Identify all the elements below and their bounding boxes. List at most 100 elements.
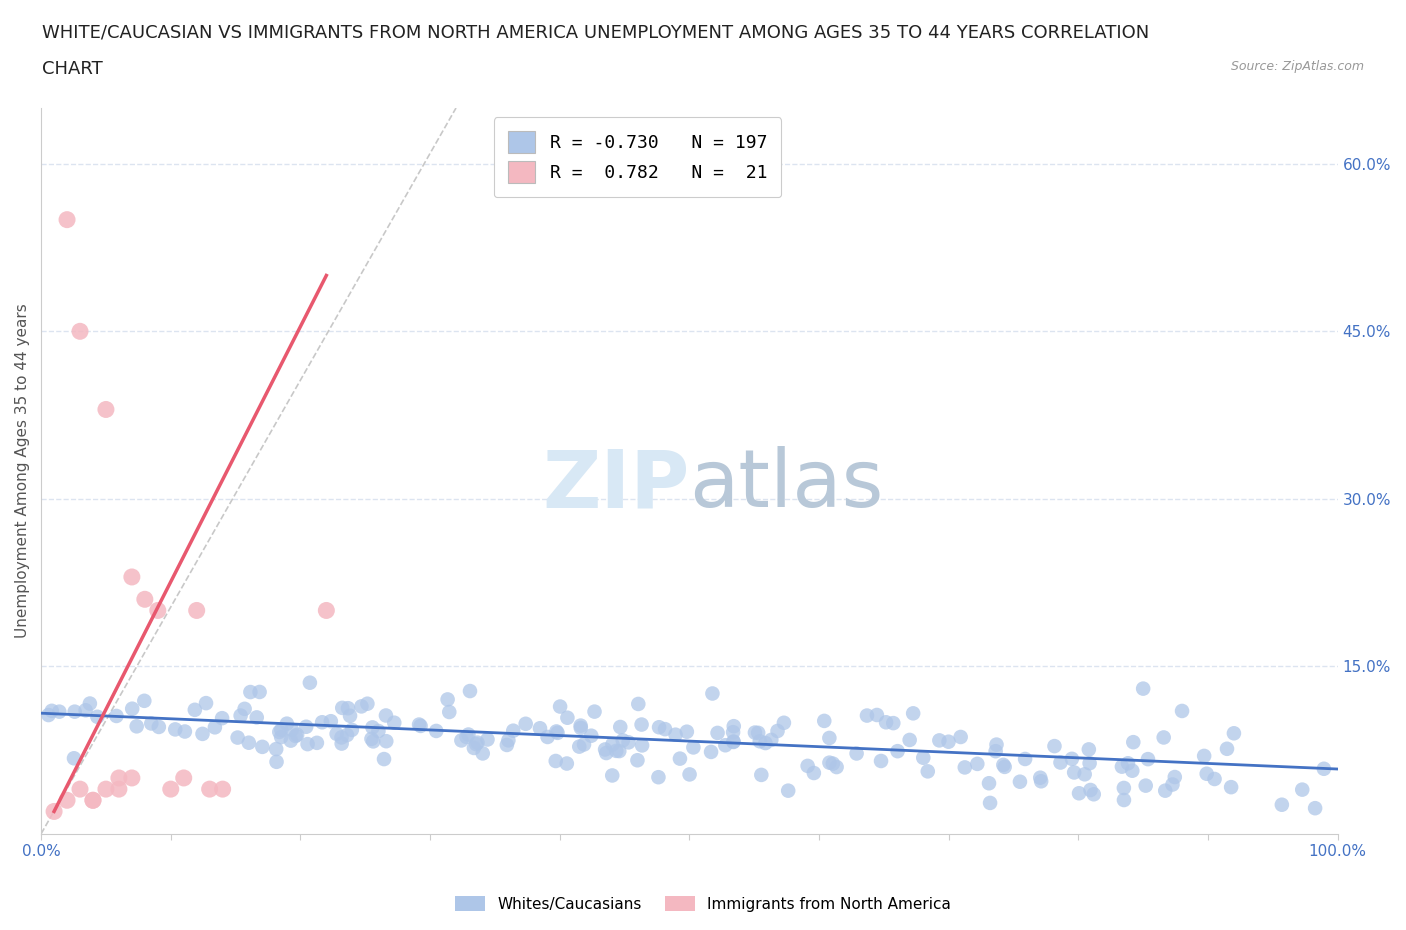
Point [1111,759,1133,774]
Point [818,755,841,770]
Point [337,701,360,716]
Point [700,745,723,760]
Point [631,738,654,753]
Point [502,724,524,738]
Point [866,708,889,723]
Point [1060,751,1083,766]
Legend: Whites/Caucasians, Immigrants from North America: Whites/Caucasians, Immigrants from North… [449,889,957,918]
Text: WHITE/CAUCASIAN VS IMMIGRANTS FROM NORTH AMERICA UNEMPLOYMENT AMONG AGES 35 TO 4: WHITE/CAUCASIAN VS IMMIGRANTS FROM NORTH… [42,23,1150,41]
Point [340,723,363,737]
Point [108,771,131,786]
Point [1031,774,1053,789]
Text: CHART: CHART [42,60,103,78]
Point [63,751,86,765]
Point [79,696,101,711]
Point [134,591,156,606]
Point [612,733,634,748]
Point [1122,735,1144,750]
Point [886,744,908,759]
Point [280,733,302,748]
Point [82,793,104,808]
Point [678,767,700,782]
Point [238,736,260,751]
Point [425,724,447,738]
Point [917,764,939,778]
Point [605,743,627,758]
Point [374,708,396,723]
Point [979,795,1001,810]
Point [148,720,170,735]
Point [938,735,960,750]
Point [555,756,578,771]
Point [361,734,384,749]
Point [295,719,318,734]
Point [544,753,567,768]
Point [761,733,783,748]
Point [105,709,128,724]
Point [557,711,579,725]
Point [409,719,432,734]
Point [204,720,226,735]
Point [266,754,288,769]
Point [1192,749,1215,764]
Point [548,699,571,714]
Point [569,721,592,736]
Point [1078,756,1101,771]
Point [1135,778,1157,793]
Point [984,744,1007,759]
Point [305,736,328,751]
Point [1116,756,1139,771]
Point [382,715,405,730]
Point [284,728,307,743]
Point [648,720,671,735]
Point [546,724,568,739]
Point [1136,751,1159,766]
Point [436,692,458,707]
Point [600,768,623,783]
Point [1043,738,1066,753]
Point [1161,777,1184,792]
Point [239,684,262,699]
Point [191,726,214,741]
Point [714,737,737,752]
Point [94,782,117,797]
Point [82,793,104,808]
Point [1008,775,1031,790]
Point [617,735,640,750]
Point [581,728,603,743]
Point [315,603,337,618]
Point [184,702,207,717]
Point [141,716,163,731]
Point [456,729,478,744]
Point [246,710,269,724]
Point [159,782,181,797]
Point [373,751,395,766]
Point [75,703,97,718]
Point [297,737,319,751]
Point [609,720,631,735]
Point [463,740,485,755]
Point [529,721,551,736]
Point [747,725,769,740]
Point [813,713,835,728]
Point [195,696,218,711]
Point [1063,765,1085,780]
Point [42,804,65,819]
Point [723,735,745,750]
Point [856,708,879,723]
Point [330,700,353,715]
Point [269,724,291,739]
Point [1303,801,1326,816]
Point [134,694,156,709]
Point [367,724,389,738]
Point [749,767,772,782]
Point [825,760,848,775]
Point [664,727,686,742]
Point [298,675,321,690]
Point [766,724,789,738]
Point [593,742,616,757]
Point [723,734,745,749]
Point [226,730,249,745]
Point [69,782,91,797]
Point [1154,783,1177,798]
